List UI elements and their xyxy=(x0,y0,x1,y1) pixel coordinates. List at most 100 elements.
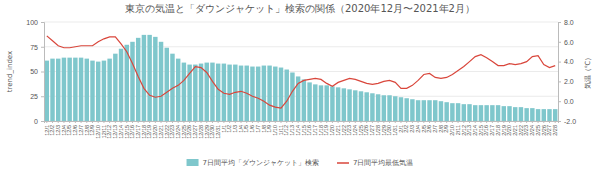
tick-label: 50 xyxy=(30,68,38,75)
bar xyxy=(433,100,437,121)
tick-label: 6.0 xyxy=(564,39,574,46)
tick-mark xyxy=(332,121,333,123)
bar xyxy=(85,59,89,121)
tick-mark xyxy=(63,121,64,123)
axis-line xyxy=(45,122,559,124)
tick-mark xyxy=(452,121,453,123)
tick-mark xyxy=(201,121,202,123)
tick-mark xyxy=(252,121,253,123)
bar xyxy=(62,58,66,121)
bar xyxy=(456,103,460,121)
tick-mark xyxy=(343,121,344,123)
tick-mark xyxy=(58,121,59,123)
tick: 0.0 xyxy=(558,98,574,105)
legend-item: 7日間平均「ダウンジャケット」検索 xyxy=(187,159,319,167)
bar xyxy=(393,96,397,121)
bar xyxy=(319,85,323,121)
tick-label: 2/28 xyxy=(552,125,558,136)
bar xyxy=(324,85,328,121)
tick-label: 2.0 xyxy=(564,78,574,85)
bar xyxy=(342,88,346,121)
bar xyxy=(399,97,403,121)
bar xyxy=(262,66,266,121)
bar xyxy=(307,82,311,121)
bar xyxy=(79,58,83,121)
tick-mark xyxy=(41,22,44,23)
bar xyxy=(376,94,380,121)
tick-mark xyxy=(303,121,304,123)
tick-mark xyxy=(166,121,167,123)
tick-mark xyxy=(69,121,70,123)
tick-mark xyxy=(360,121,361,123)
tick: 6.0 xyxy=(558,39,574,46)
tick-mark xyxy=(206,121,207,123)
tick-mark xyxy=(326,121,327,123)
bar xyxy=(142,35,146,121)
tick-mark xyxy=(41,72,44,73)
tick: 100 xyxy=(26,19,44,26)
tick-label: 0.0 xyxy=(564,98,574,105)
y2-axis-title: 気温（℃） xyxy=(584,54,592,90)
tick-mark xyxy=(41,96,44,97)
tick-mark xyxy=(509,121,510,123)
bar xyxy=(347,89,351,121)
tick-mark xyxy=(503,121,504,123)
tick-mark xyxy=(52,121,53,123)
tick-mark xyxy=(458,121,459,123)
tick-mark xyxy=(41,47,44,48)
bar xyxy=(542,109,546,121)
tick-mark xyxy=(298,121,299,123)
bar xyxy=(524,108,528,121)
bar xyxy=(479,105,483,121)
tick: 0 xyxy=(34,118,44,125)
tick-mark xyxy=(543,121,544,123)
tick-mark xyxy=(103,121,104,123)
tick-mark xyxy=(520,121,521,123)
bar xyxy=(165,48,169,121)
tick-mark xyxy=(486,121,487,123)
tick-mark xyxy=(475,121,476,123)
tick-mark xyxy=(263,121,264,123)
bar xyxy=(473,105,477,121)
bar xyxy=(199,64,203,121)
legend-label: 7日間平均「ダウンジャケット」検索 xyxy=(203,159,319,167)
legend: 7日間平均「ダウンジャケット」検索7日間平均最低気温 xyxy=(187,159,414,167)
bar xyxy=(113,54,117,121)
bar xyxy=(462,104,466,121)
bar xyxy=(422,100,426,121)
tick-mark xyxy=(429,121,430,123)
tick-mark xyxy=(81,121,82,123)
tick-mark xyxy=(195,121,196,123)
x-axis: 12/112/212/312/412/512/612/712/812/912/1… xyxy=(44,121,559,139)
bar xyxy=(290,72,294,121)
axis-line xyxy=(41,23,45,122)
y-axis-title: trend_index xyxy=(6,51,14,92)
tick-mark xyxy=(440,121,441,123)
tick-mark xyxy=(46,121,47,123)
tick: 50 xyxy=(30,68,44,75)
bar xyxy=(502,106,506,121)
tick-mark xyxy=(138,121,139,123)
y2-axis: -2.00.02.04.06.08.0 xyxy=(558,19,576,125)
bar xyxy=(267,66,271,121)
bar xyxy=(153,37,157,121)
tick-mark xyxy=(389,121,390,123)
bar xyxy=(496,105,500,121)
tick-mark xyxy=(515,121,516,123)
tick-mark xyxy=(558,81,561,82)
tick-mark xyxy=(315,121,316,123)
bar xyxy=(279,68,283,121)
tick-mark xyxy=(281,121,282,123)
tick-mark xyxy=(558,101,561,102)
tick-mark xyxy=(532,121,533,123)
tick-mark xyxy=(469,121,470,123)
tick-mark xyxy=(418,121,419,123)
bar xyxy=(439,101,443,121)
bar xyxy=(427,100,431,121)
tick-label: 0 xyxy=(34,118,38,125)
tick-mark xyxy=(126,121,127,123)
tick-mark xyxy=(378,121,379,123)
tick-mark xyxy=(446,121,447,123)
axis-line xyxy=(559,23,562,122)
bar xyxy=(313,84,317,121)
